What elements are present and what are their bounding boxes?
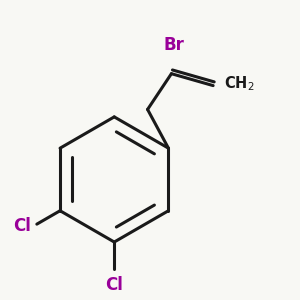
Text: Cl: Cl bbox=[105, 276, 123, 294]
Text: CH$_2$: CH$_2$ bbox=[224, 75, 254, 94]
Text: Br: Br bbox=[164, 36, 185, 54]
Text: Cl: Cl bbox=[13, 217, 31, 235]
